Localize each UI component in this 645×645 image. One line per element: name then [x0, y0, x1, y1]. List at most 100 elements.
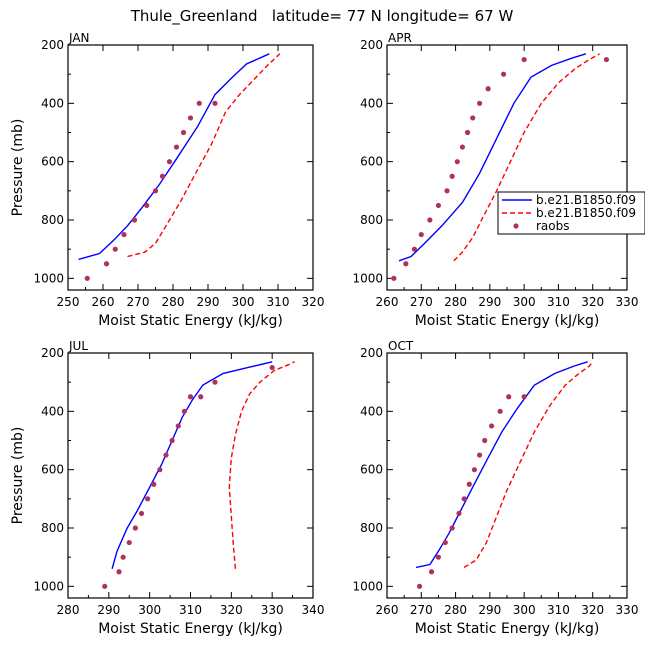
- raobs-point: [132, 525, 138, 531]
- x-tick-label: 280: [162, 295, 185, 309]
- raobs-point: [198, 394, 204, 400]
- raobs-point: [173, 144, 180, 150]
- raobs-point: [506, 394, 512, 400]
- raobs-point: [418, 231, 424, 238]
- x-axis-label: Moist Static Energy (kJ/kg): [415, 621, 600, 637]
- raobs-point: [444, 188, 450, 194]
- raobs-point: [391, 275, 397, 281]
- raobs-point: [131, 217, 138, 223]
- series-line-solid: [78, 53, 270, 261]
- y-tick-label: 600: [360, 463, 383, 477]
- raobs-point: [488, 423, 495, 429]
- raobs-point: [169, 437, 175, 444]
- y-tick-label: 200: [41, 346, 64, 360]
- raobs-point: [435, 202, 442, 209]
- y-tick-label: 800: [360, 213, 383, 227]
- raobs-point: [126, 539, 132, 546]
- raobs-point: [212, 379, 218, 385]
- x-tick-label: 310: [179, 603, 202, 617]
- legend-label: b.e21.B1850.f09: [536, 206, 636, 220]
- raobs-point: [212, 100, 218, 106]
- raobs-point: [521, 56, 527, 63]
- x-tick-label: 280: [444, 603, 467, 617]
- y-tick-label: 1000: [352, 579, 383, 593]
- x-tick-label: 260: [92, 295, 115, 309]
- raobs-point: [152, 188, 159, 194]
- raobs-point: [464, 129, 471, 136]
- y-tick-label: 600: [41, 155, 64, 169]
- x-tick-label: 300: [232, 295, 255, 309]
- x-tick-label: 320: [581, 603, 604, 617]
- x-tick-label: 320: [581, 295, 604, 309]
- raobs-point: [120, 554, 126, 560]
- panel-label: OCT: [388, 339, 414, 353]
- x-tick-label: 340: [302, 603, 325, 617]
- plot-frame: [67, 44, 314, 291]
- series-line-dashed: [453, 53, 600, 262]
- raobs-point: [449, 525, 455, 531]
- raobs-point: [442, 539, 448, 546]
- raobs-point: [428, 569, 435, 575]
- raobs-point: [151, 481, 157, 487]
- raobs-point: [456, 510, 462, 517]
- x-tick-label: 330: [616, 295, 639, 309]
- raobs-point: [403, 261, 409, 267]
- x-tick-label: 270: [410, 603, 433, 617]
- x-tick-label: 250: [57, 295, 80, 309]
- x-tick-label: 300: [138, 603, 161, 617]
- x-tick-label: 310: [547, 603, 570, 617]
- raobs-point: [449, 173, 455, 179]
- x-axis-label: Moist Static Energy (kJ/kg): [415, 313, 600, 329]
- y-tick-label: 1000: [33, 579, 64, 593]
- y-axis-label: Pressure (mb): [10, 119, 26, 217]
- raobs-point: [159, 173, 166, 179]
- y-tick-label: 200: [41, 38, 64, 52]
- series-line-solid: [415, 361, 588, 569]
- y-tick-label: 600: [41, 463, 64, 477]
- x-tick-label: 290: [197, 295, 220, 309]
- raobs-point: [175, 423, 181, 429]
- panel-jul: JUL 280 290 300 310 320 330 340 200 400 600 800 1000…: [10, 339, 324, 637]
- raobs-point: [84, 275, 90, 281]
- x-tick-label: 310: [267, 295, 290, 309]
- x-tick-label: 270: [410, 295, 433, 309]
- x-tick-label: 260: [376, 603, 399, 617]
- raobs-point: [466, 481, 472, 487]
- series-line-dashed: [463, 361, 594, 568]
- panel-label: JAN: [68, 31, 90, 45]
- raobs-point: [187, 115, 194, 121]
- legend-label: raobs: [536, 219, 570, 233]
- x-tick-label: 290: [478, 295, 501, 309]
- x-tick-label: 290: [478, 603, 501, 617]
- y-tick-label: 400: [360, 404, 383, 418]
- panel-apr: APR 260 270 280 290 300 310 320 330 200 400 600 800 1…: [352, 31, 638, 329]
- raobs-point: [476, 452, 483, 458]
- raobs-point: [102, 583, 108, 589]
- raobs-point: [459, 144, 466, 150]
- y-tick-label: 1000: [33, 271, 64, 285]
- raobs-point: [497, 408, 503, 414]
- y-tick-label: 200: [360, 346, 383, 360]
- raobs-point: [482, 437, 488, 444]
- raobs-point: [603, 56, 610, 63]
- raobs-point: [196, 100, 202, 106]
- raobs-point: [485, 86, 491, 92]
- panel-label: JUL: [68, 339, 88, 353]
- x-axis-label: Moist Static Energy (kJ/kg): [98, 621, 283, 637]
- raobs-point: [166, 159, 173, 165]
- series-line-dashed: [228, 361, 295, 569]
- y-tick-label: 600: [360, 155, 383, 169]
- raobs-point: [476, 100, 483, 106]
- raobs-point: [187, 394, 194, 400]
- series-line-solid: [398, 53, 587, 262]
- y-tick-label: 800: [41, 521, 64, 535]
- raobs-point: [500, 71, 507, 77]
- x-tick-label: 320: [302, 295, 325, 309]
- x-tick-label: 300: [513, 603, 536, 617]
- raobs-point: [461, 496, 467, 502]
- x-tick-label: 290: [97, 603, 120, 617]
- x-tick-label: 330: [616, 603, 639, 617]
- panel-jan: JAN 250 260 270 280 290 300 310 320 200 400 600 800 1…: [10, 31, 324, 329]
- raobs-point: [103, 261, 110, 267]
